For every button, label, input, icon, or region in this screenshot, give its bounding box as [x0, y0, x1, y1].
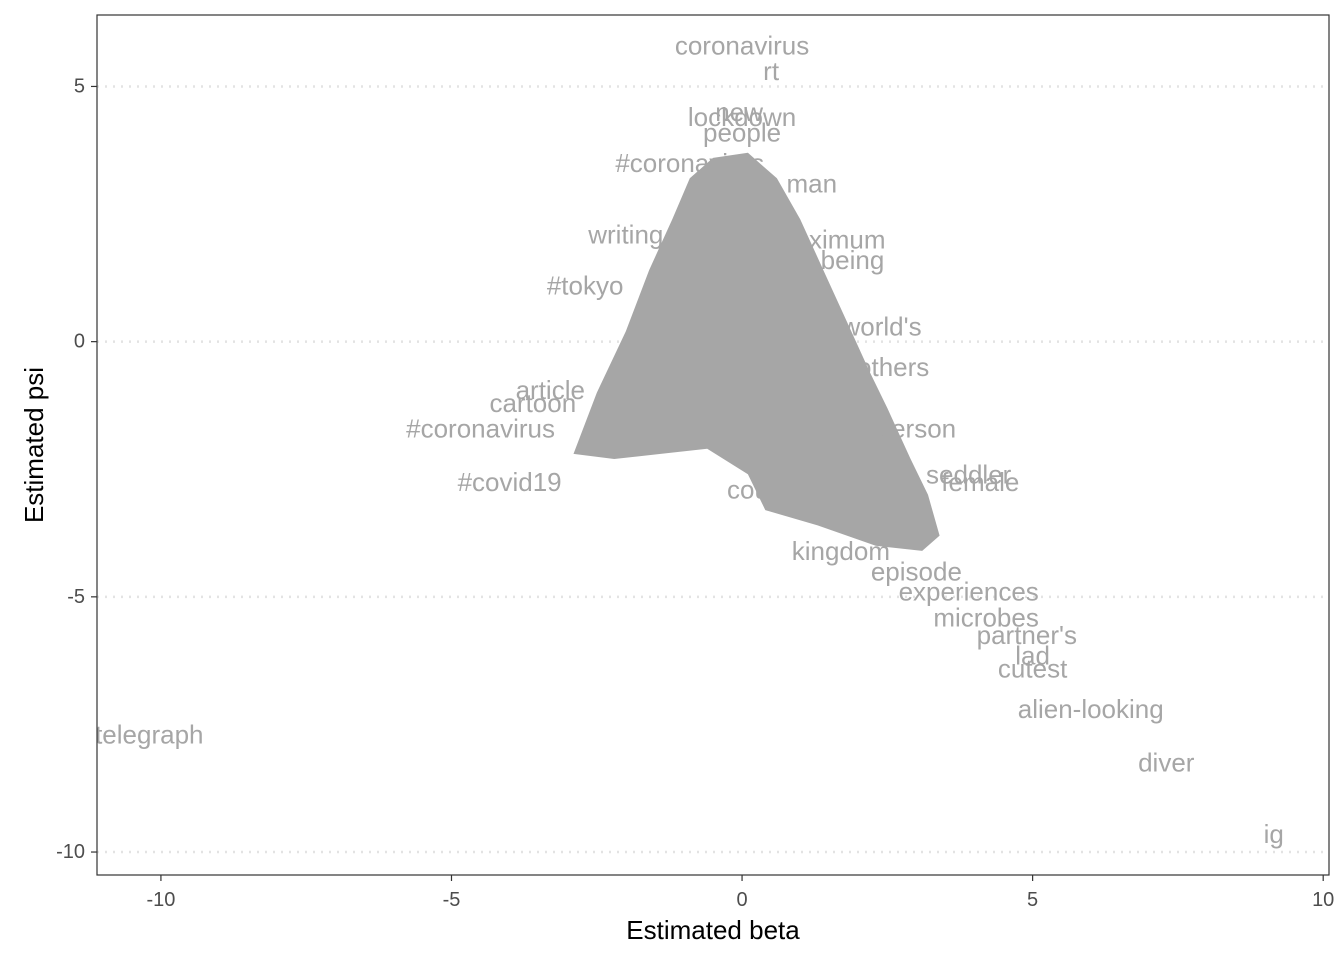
word-label: article: [516, 375, 585, 405]
plot-border: [96, 14, 1330, 876]
x-tick-label: 5: [1027, 889, 1038, 911]
word-label: others: [857, 352, 929, 382]
word-labels: coronavirusrtnewlockdownpeople#coronavir…: [95, 31, 1284, 850]
word-label: alien-looking: [1018, 694, 1164, 724]
word-label: diver: [1138, 748, 1195, 778]
dense-label-cluster: [573, 152, 940, 551]
word-label: person: [877, 413, 957, 443]
word-label: man: [787, 168, 838, 198]
word-label: cutest: [998, 653, 1068, 683]
y-tick-label: 0: [74, 331, 85, 353]
word-label: couple: [727, 475, 804, 505]
y-tick-label: 5: [74, 75, 85, 97]
y-tick-label: -10: [56, 841, 85, 863]
x-tick-label: -5: [443, 889, 461, 911]
word-label: episode: [871, 556, 962, 586]
word-label: telegraph: [95, 720, 203, 750]
word-label: #tokyo: [547, 271, 624, 301]
word-label: female: [941, 467, 1019, 497]
x-axis-title: Estimated beta: [626, 915, 800, 945]
word-label: experiences: [899, 577, 1039, 607]
word-label: writing: [587, 219, 663, 249]
word-label: world's: [840, 311, 921, 341]
word-label: #covid19: [458, 467, 562, 497]
word-label: microbes: [933, 602, 1038, 632]
word-label: kingdom: [792, 536, 890, 566]
word-label: ig: [1264, 819, 1284, 849]
word-label: lad: [1015, 641, 1050, 671]
word-label: people: [703, 117, 781, 147]
x-tick-label: 0: [736, 889, 747, 911]
y-axis: -10 -5 0 5: [56, 75, 97, 863]
word-label: coronavirus: [675, 31, 809, 61]
x-axis: -10 -5 0 5 10: [146, 875, 1334, 911]
word-label: seddler: [926, 459, 1012, 489]
word-label: new: [715, 97, 763, 127]
x-tick-label: 10: [1312, 889, 1334, 911]
word-label: lockdown: [688, 102, 796, 132]
word-label: maximum: [773, 225, 886, 255]
x-tick-label: -10: [146, 889, 175, 911]
word-label: cartoon: [489, 388, 576, 418]
y-axis-title: Estimated psi: [19, 367, 49, 523]
word-label: partner's: [977, 620, 1077, 650]
word-label: being: [821, 245, 885, 275]
y-tick-label: -5: [67, 586, 85, 608]
word-label: #coronavirus: [406, 413, 555, 443]
word-label: #coronavirus: [615, 148, 764, 178]
word-label: rt: [763, 56, 780, 86]
